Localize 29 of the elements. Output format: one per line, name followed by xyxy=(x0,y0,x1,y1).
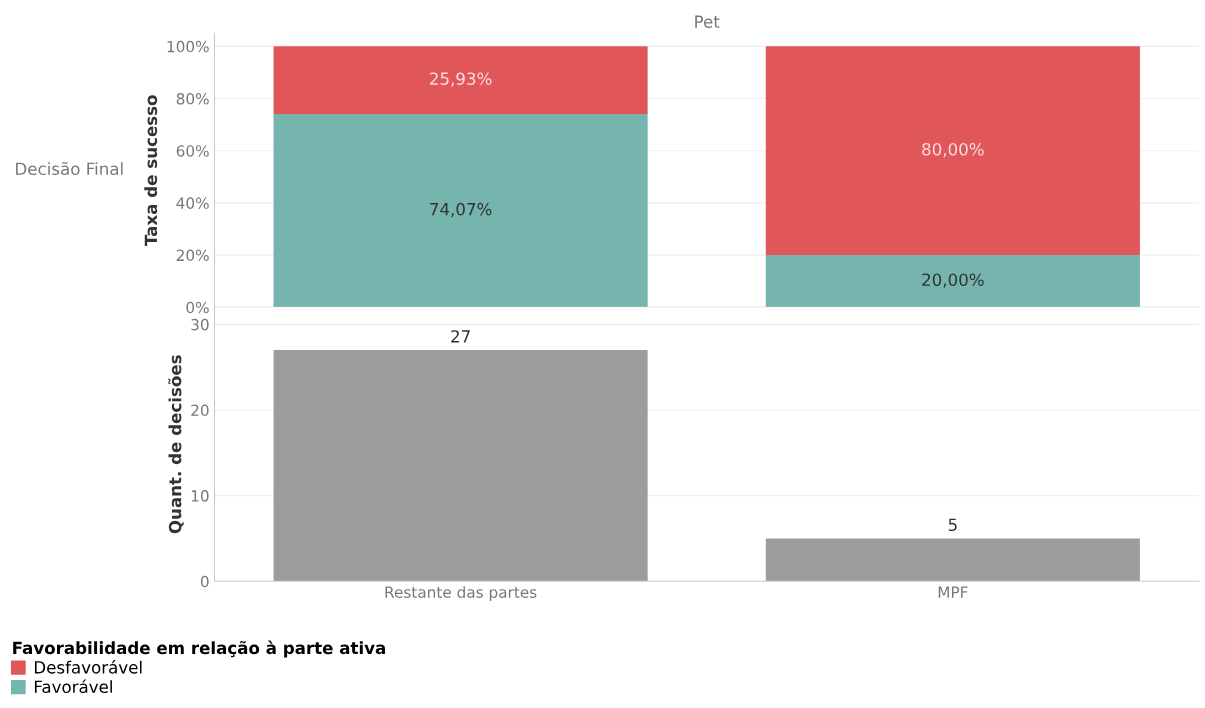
legend-label: Favorável xyxy=(34,679,112,694)
y-tick-label: 0% xyxy=(186,301,209,314)
y-tick-label: 30 xyxy=(191,318,209,331)
data-label: 80,00% xyxy=(922,142,984,158)
text: Decisão Final xyxy=(16,161,123,176)
chart-title: Pet xyxy=(695,15,720,28)
bar xyxy=(273,113,648,308)
y-tick-label: 20 xyxy=(191,404,209,417)
y-tick-label: 10 xyxy=(191,490,209,502)
y-axis-title: Quant. de decisões xyxy=(168,355,184,534)
data-label: 5 xyxy=(948,518,957,532)
x-tick-label: Restante das partes xyxy=(385,586,537,601)
y-tick-label: 0 xyxy=(200,575,209,588)
bar xyxy=(273,46,648,114)
y-tick-label: 60% xyxy=(176,145,209,157)
data-label: 74,07% xyxy=(430,202,492,218)
data-label: 20,00% xyxy=(922,273,984,288)
legend-title: Favorabilidade em relação à parte ativa xyxy=(13,640,385,658)
y-tick-label: 80% xyxy=(176,92,209,105)
bar xyxy=(765,46,1140,256)
bar xyxy=(765,255,1140,308)
legend-label: Desfavorável xyxy=(34,660,142,674)
y-axis-title: Taxa de sucesso xyxy=(144,95,158,246)
y-tick-label: 100% xyxy=(167,40,209,53)
data-label: 25,93% xyxy=(430,72,492,87)
y-tick-label: 40% xyxy=(176,197,209,209)
y-tick-label: 20% xyxy=(176,249,209,262)
data-label: 27 xyxy=(451,330,470,343)
x-tick-label: MPF xyxy=(938,586,968,598)
